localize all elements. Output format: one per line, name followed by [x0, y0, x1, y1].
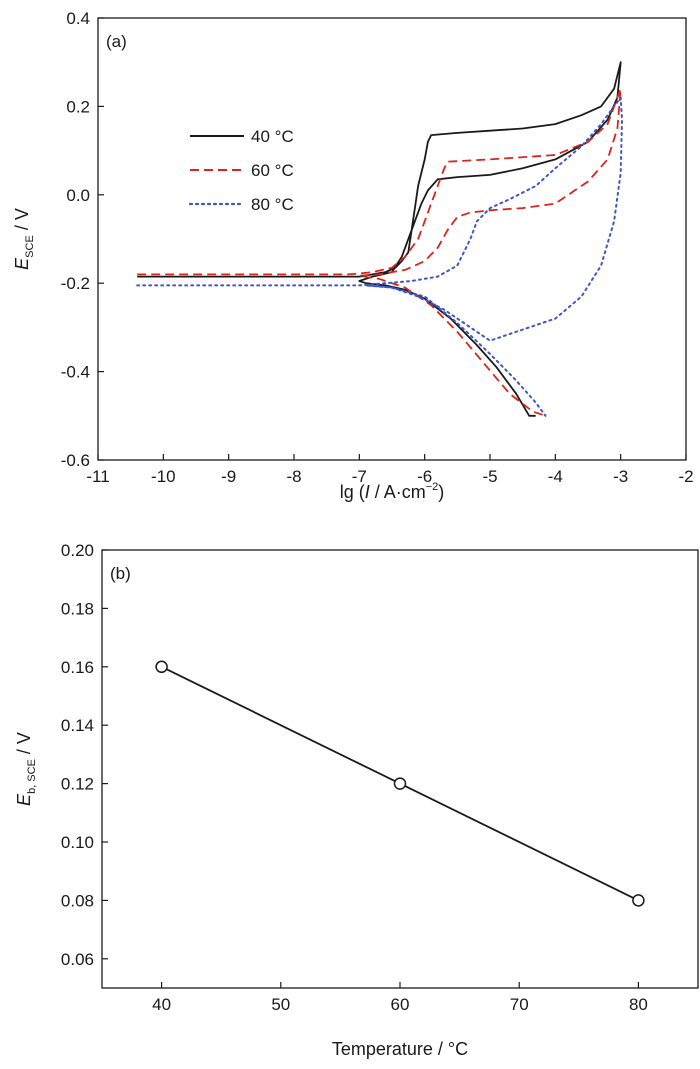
panel-b-label: (b) — [110, 564, 131, 583]
panel-a-xtick-label: -8 — [286, 467, 301, 486]
series-line-40 — [137, 61, 622, 417]
panel-a-xlabel: lg (I / A·cm−2) — [340, 481, 445, 502]
series-line-80 — [136, 96, 623, 417]
eb-data-point — [632, 894, 645, 907]
panel-b-xlabel: Temperature / °C — [332, 1039, 468, 1059]
panel-a-xtick-label: -11 — [86, 467, 109, 486]
panel-a-ytick-label: -0.2 — [61, 274, 90, 293]
panel-b-ytick-label: 0.12 — [61, 775, 94, 794]
panel-b-ylabel: Eb, SCE / V — [14, 732, 38, 806]
panel-b-ticks: 40 50 60 70 80 0.06 0.08 0.10 0.12 0.14 0.16 0.18 0.… — [61, 541, 648, 1014]
panel-a-ylabel: ESCE / V — [12, 208, 36, 270]
series-line-60 — [137, 87, 622, 417]
panel-a-legend: 40 °C 60 °C 80 °C — [188, 127, 294, 214]
panel-a-label: (a) — [106, 32, 127, 51]
panel-a-xtick-label: -4 — [548, 467, 563, 486]
panel-a-ytick-label: -0.6 — [61, 451, 90, 470]
panel-b-ytick-label: 0.14 — [61, 716, 94, 735]
panel-b-ytick-label: 0.10 — [61, 833, 94, 852]
panel-a-xtick-label: -2 — [678, 467, 693, 486]
panel-a-xtick-label: -10 — [151, 467, 176, 486]
panel-b: 40 50 60 70 80 0.06 0.08 0.10 0.12 0.14 0.16 0.18 0.… — [14, 541, 699, 1059]
panel-a-xtick-label: -5 — [482, 467, 497, 486]
panel-a-xtick-label: -6 — [417, 467, 432, 486]
panel-a-xtick-label: -9 — [221, 467, 236, 486]
panel-a-plot-frame — [97, 17, 687, 461]
eb-data-point — [155, 660, 168, 674]
panel-a-ytick-label: 0.2 — [66, 97, 90, 116]
panel-b-plot-frame — [101, 549, 699, 989]
panel-a-series — [136, 61, 623, 417]
panel-b-xtick-label: 40 — [152, 995, 171, 1014]
panel-b-xtick-label: 70 — [510, 995, 529, 1014]
legend-label-40: 40 °C — [251, 127, 294, 146]
panel-b-xtick-label: 80 — [629, 995, 648, 1014]
panel-b-xtick-label: 60 — [391, 995, 410, 1014]
panel-a-ytick-label: 0.0 — [66, 186, 90, 205]
panel-b-ytick-label: 0.16 — [61, 658, 94, 677]
panel-b-ytick-label: 0.18 — [61, 599, 94, 618]
legend-label-80: 80 °C — [251, 195, 294, 214]
panel-b-ytick-label: 0.20 — [61, 541, 94, 560]
panel-a-ytick-label: -0.4 — [61, 363, 90, 382]
panel-a: -11 -10 -9 -8 -7 -6 -5 -4 -3 -2 -0.6 -0.4 -0.2 0.0 0.2… — [12, 9, 694, 502]
panel-b-ytick-label: 0.08 — [61, 891, 94, 910]
panel-a-ytick-label: 0.4 — [66, 9, 90, 28]
panel-a-xtick-label: -7 — [352, 467, 367, 486]
panel-a-ticks: -11 -10 -9 -8 -7 -6 -5 -4 -3 -2 -0.6 -0.4 -0.2 0.0 0.2… — [61, 9, 694, 486]
legend-label-60: 60 °C — [251, 161, 294, 180]
panel-b-xtick-label: 50 — [271, 995, 290, 1014]
panel-a-xtick-label: -3 — [613, 467, 628, 486]
panel-b-ytick-label: 0.06 — [61, 950, 94, 969]
panel-b-series — [155, 660, 645, 907]
eb-data-point — [393, 777, 407, 790]
